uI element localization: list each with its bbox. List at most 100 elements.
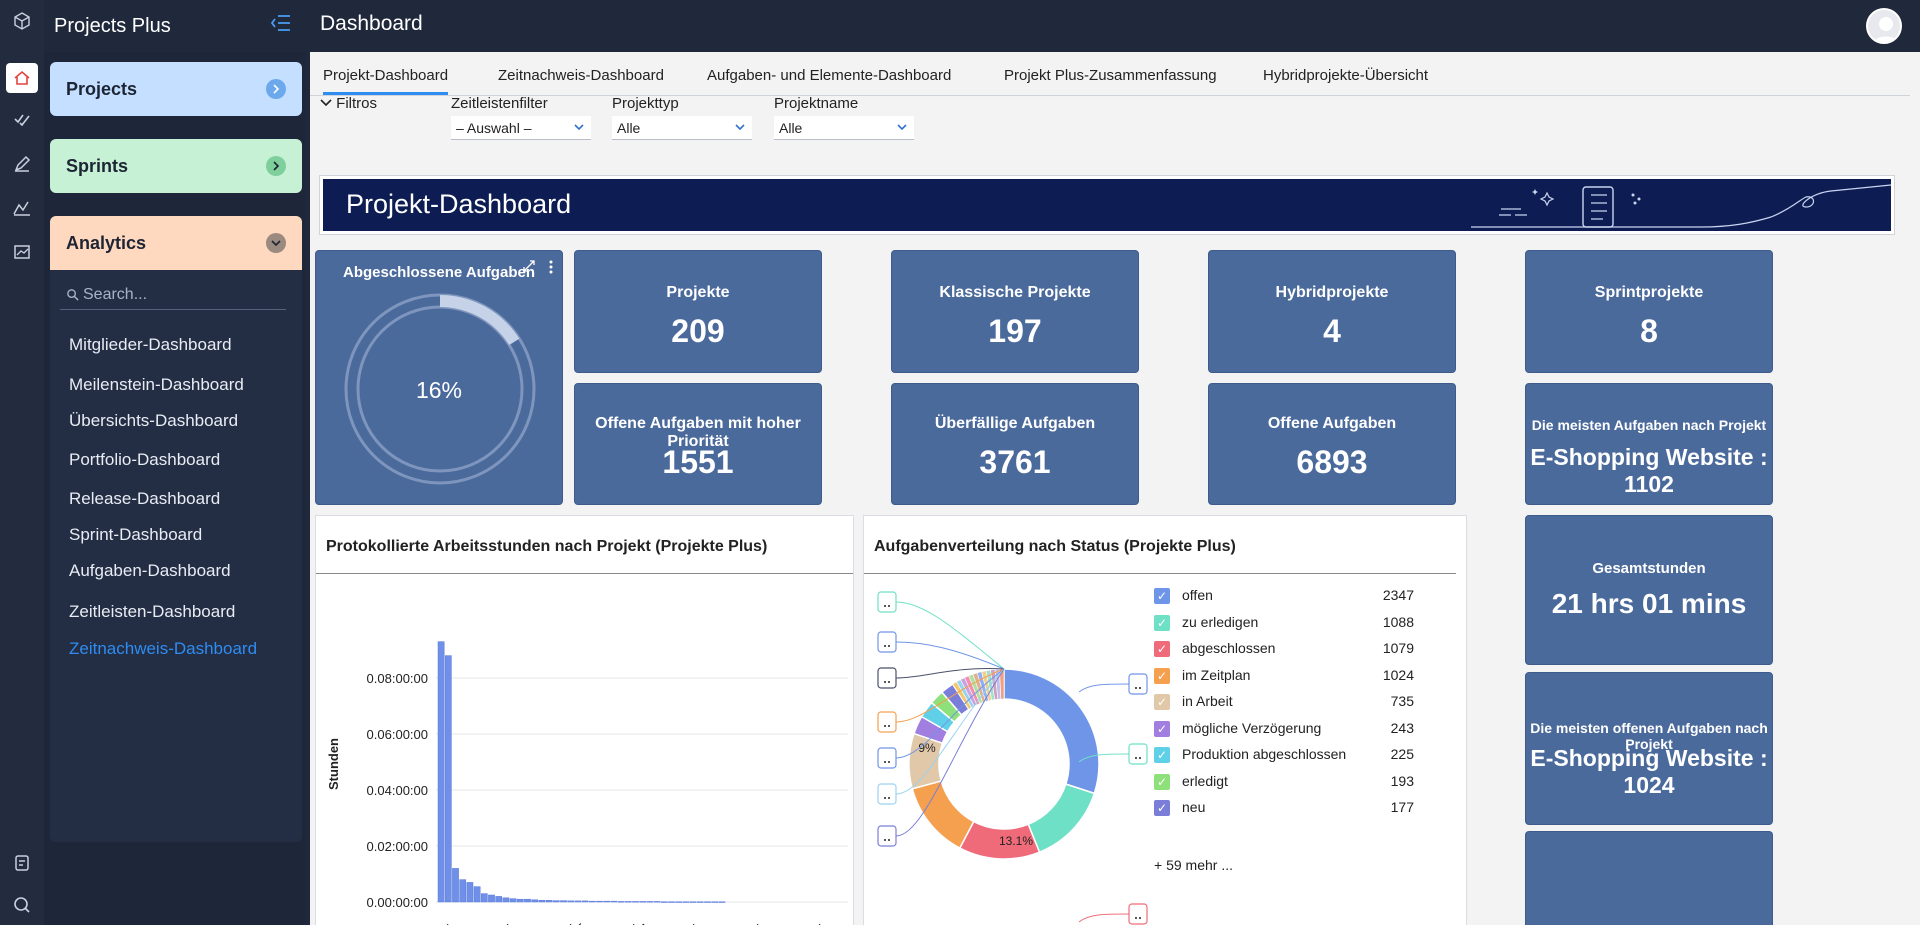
bar[interactable]	[495, 896, 503, 903]
callout-label[interactable]	[1128, 903, 1148, 925]
bar[interactable]	[653, 901, 661, 903]
callout-label[interactable]	[877, 711, 897, 733]
legend-item[interactable]: ✓ neu 177	[1154, 798, 1414, 818]
legend-item[interactable]: ✓ abgeschlossen 1079	[1154, 639, 1414, 659]
sidebar-link-sprint[interactable]: Sprint-Dashboard	[69, 525, 203, 544]
legend-item[interactable]: ✓ zu erledigen 1088	[1154, 613, 1414, 633]
tab-hybridprojekte-uebersicht[interactable]: Hybridprojekte-Übersicht	[1263, 67, 1429, 84]
sidebar-search-input[interactable]: Search...	[60, 280, 286, 310]
bar[interactable]	[588, 900, 596, 903]
bar[interactable]	[639, 901, 647, 903]
bar[interactable]	[488, 894, 495, 903]
legend-checkbox[interactable]: ✓	[1154, 773, 1170, 790]
sidebar-link-zeitnachweis[interactable]: Zeitnachweis-Dashboard	[69, 639, 258, 658]
bar[interactable]	[459, 879, 467, 903]
bar[interactable]	[689, 901, 697, 903]
callout-label[interactable]	[877, 783, 897, 805]
project-type-select[interactable]: Alle	[612, 116, 752, 140]
sidebar-link-portfolio[interactable]: Portfolio-Dashboard	[69, 450, 221, 469]
sidebar-link-mitglieder[interactable]: Mitglieder-Dashboard	[69, 335, 232, 354]
tab-projekt-plus-zusammenfassung[interactable]: Projekt Plus-Zusammenfassung	[1004, 67, 1217, 84]
analytics-icon[interactable]	[6, 193, 38, 223]
callout-label[interactable]	[877, 747, 897, 769]
legend-checkbox[interactable]: ✓	[1154, 641, 1170, 657]
bar[interactable]	[704, 901, 711, 903]
bar[interactable]	[617, 901, 625, 903]
more-options-icon[interactable]	[548, 259, 554, 275]
bar[interactable]	[581, 900, 589, 903]
sidebar-link-release[interactable]: Release-Dashboard	[69, 489, 221, 508]
app-logo-icon[interactable]	[6, 6, 38, 36]
legend-item[interactable]: ✓ Produktion abgeschlossen 225	[1154, 745, 1414, 765]
sidebar-link-meilenstein[interactable]: Meilenstein-Dashboard	[69, 375, 244, 394]
bar[interactable]	[610, 900, 618, 903]
bar[interactable]	[646, 901, 654, 903]
project-name-select[interactable]: Alle	[774, 116, 914, 140]
callout-label[interactable]	[877, 591, 897, 613]
bar[interactable]	[452, 868, 459, 903]
legend-item[interactable]: ✓ offen 2347	[1154, 586, 1414, 606]
bar[interactable]	[675, 901, 683, 903]
callout-label[interactable]	[1128, 673, 1148, 695]
bar[interactable]	[473, 886, 481, 903]
bar[interactable]	[632, 901, 639, 903]
bar[interactable]	[545, 900, 553, 903]
bar[interactable]	[660, 901, 668, 903]
bar[interactable]	[531, 899, 539, 903]
search-settings-icon[interactable]	[6, 890, 38, 920]
legend-checkbox[interactable]: ✓	[1154, 614, 1170, 631]
legend-checkbox[interactable]: ✓	[1154, 694, 1170, 710]
bar[interactable]	[567, 900, 575, 903]
expand-icon[interactable]	[522, 259, 536, 273]
sidebar-panel-analytics[interactable]: Analytics	[50, 216, 302, 270]
bar[interactable]	[574, 900, 582, 903]
legend-more-link[interactable]: + 59 mehr ...	[1154, 857, 1233, 873]
bar[interactable]	[603, 900, 611, 903]
sidebar-link-aufgaben[interactable]: Aufgaben-Dashboard	[69, 561, 231, 580]
bar[interactable]	[480, 893, 488, 903]
tab-projekt-dashboard[interactable]: Projekt-Dashboard	[323, 67, 449, 95]
tasks-check-icon[interactable]	[6, 105, 38, 135]
notes-icon[interactable]	[6, 848, 38, 878]
legend-item[interactable]: ✓ im Zeitplan 1024	[1154, 666, 1414, 686]
donut-slice[interactable]	[1027, 783, 1096, 854]
tab-zeitnachweis-dashboard[interactable]: Zeitnachweis-Dashboard	[498, 67, 664, 84]
sidebar-link-uebersicht[interactable]: Übersichts-Dashboard	[69, 411, 239, 430]
legend-item[interactable]: ✓ in Arbeit 735	[1154, 692, 1414, 712]
bar[interactable]	[596, 900, 603, 903]
bar[interactable]	[437, 641, 445, 903]
timeline-filter-select[interactable]: – Auswahl –	[451, 116, 591, 140]
bar[interactable]	[560, 900, 567, 903]
avatar[interactable]	[1866, 8, 1902, 44]
callout-label[interactable]	[877, 667, 897, 689]
tab-aufgaben-elemente-dashboard[interactable]: Aufgaben- und Elemente-Dashboard	[707, 67, 952, 84]
sidebar-panel-projects[interactable]: Projects	[50, 62, 302, 116]
reports-icon[interactable]	[6, 237, 38, 267]
legend-checkbox[interactable]: ✓	[1154, 720, 1170, 737]
legend-checkbox[interactable]: ✓	[1154, 747, 1170, 763]
bar[interactable]	[509, 898, 517, 903]
collapse-sidebar-icon[interactable]	[270, 14, 292, 32]
design-pen-icon[interactable]	[6, 149, 38, 179]
bar[interactable]	[682, 901, 690, 903]
bar[interactable]	[718, 901, 726, 903]
bar[interactable]	[466, 882, 474, 903]
bar[interactable]	[444, 655, 452, 903]
legend-checkbox[interactable]: ✓	[1154, 667, 1170, 684]
legend-checkbox[interactable]: ✓	[1154, 588, 1170, 604]
bar[interactable]	[552, 900, 560, 903]
bar[interactable]	[538, 900, 546, 903]
sidebar-panel-sprints[interactable]: Sprints	[50, 139, 302, 193]
donut-slice[interactable]	[1003, 668, 1100, 795]
bar[interactable]	[516, 898, 524, 903]
home-icon[interactable]	[6, 63, 38, 93]
callout-label[interactable]	[877, 631, 897, 653]
bar[interactable]	[696, 901, 704, 903]
legend-item[interactable]: ✓ erledigt 193	[1154, 772, 1414, 792]
callout-label[interactable]	[1128, 743, 1148, 765]
bar[interactable]	[524, 898, 531, 903]
bar[interactable]	[668, 901, 675, 903]
bar[interactable]	[624, 901, 632, 903]
bar[interactable]	[502, 897, 510, 903]
callout-label[interactable]	[877, 825, 897, 847]
